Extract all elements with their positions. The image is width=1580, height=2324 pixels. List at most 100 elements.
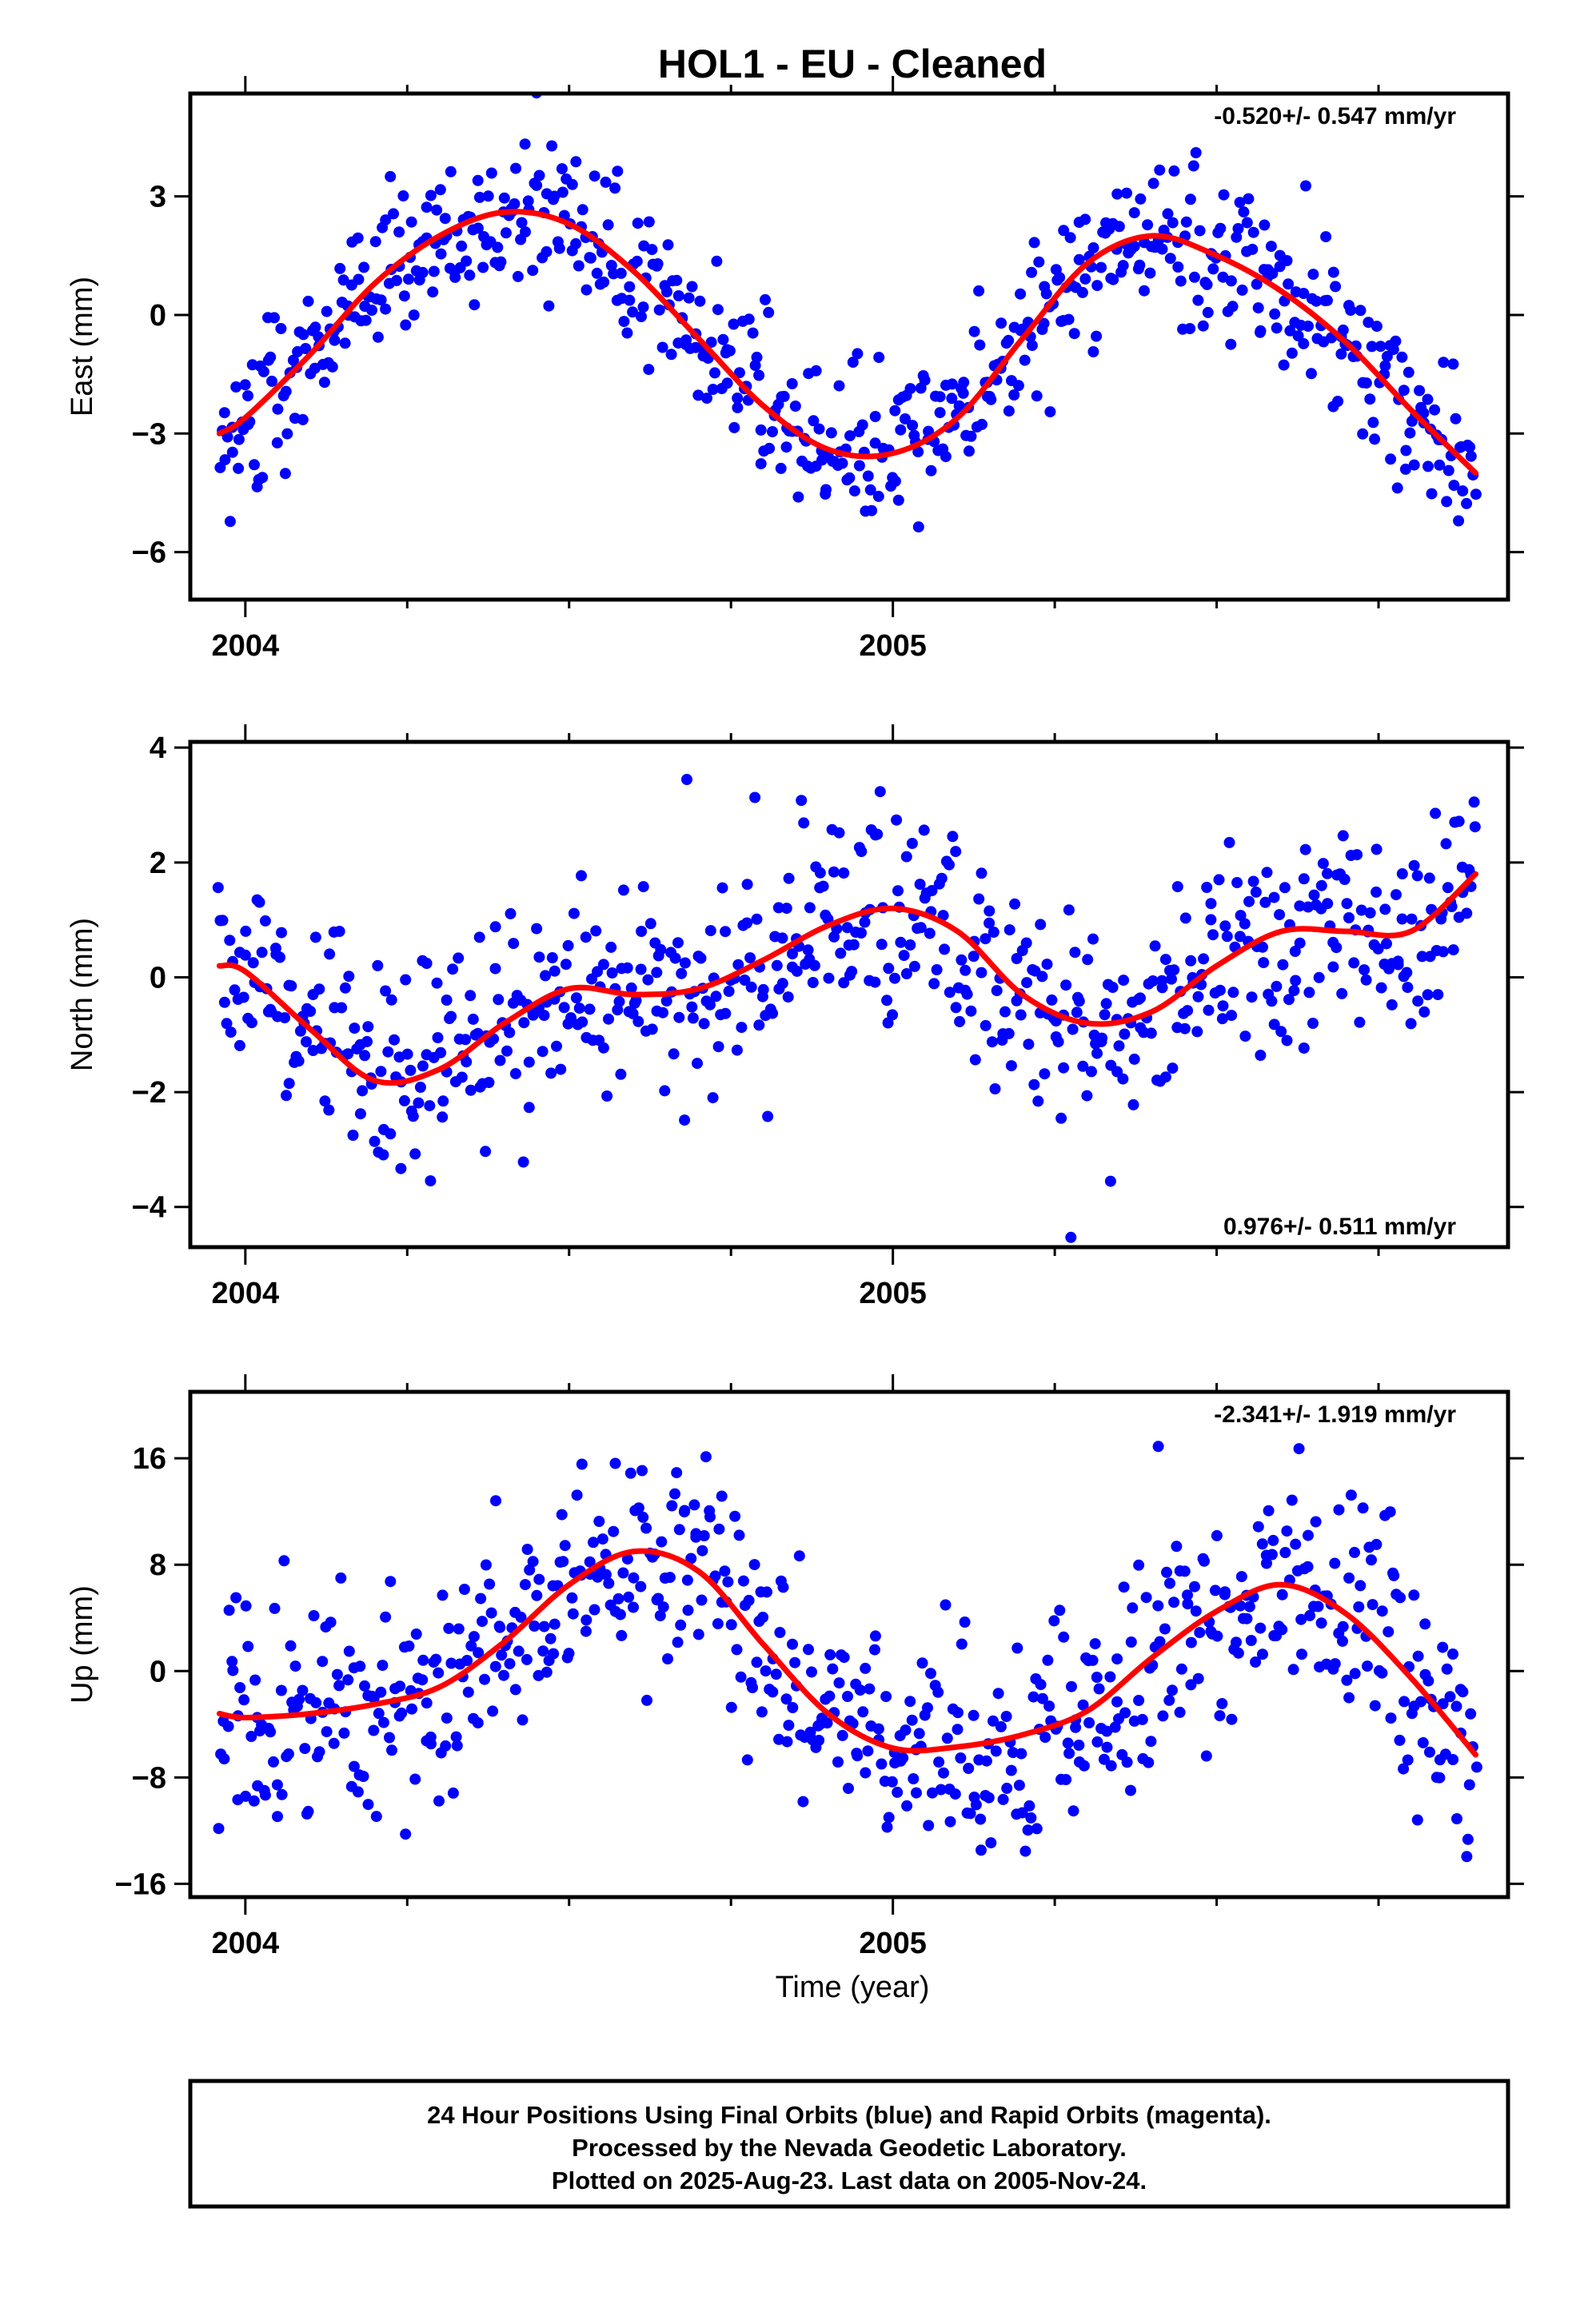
data-point	[461, 255, 473, 267]
data-point	[276, 1788, 288, 1800]
data-point	[755, 458, 767, 470]
data-point	[519, 1579, 531, 1591]
data-point	[732, 401, 744, 413]
up-panel: 2004 2005 −16 −8 0 8 16 Up (mm) -2.341+/- 1.919 …	[66, 1374, 1524, 1960]
data-point	[687, 1012, 699, 1024]
data-point	[1133, 1559, 1145, 1571]
data-point	[1385, 453, 1397, 465]
data-point	[362, 1799, 374, 1811]
data-point	[731, 1644, 743, 1656]
data-point	[533, 951, 545, 963]
data-point	[505, 907, 517, 919]
data-point	[656, 341, 668, 353]
data-point	[1461, 497, 1473, 509]
data-point	[414, 1082, 426, 1093]
data-point	[1411, 1814, 1423, 1826]
data-point	[385, 1128, 397, 1140]
data-point	[1341, 1674, 1353, 1686]
data-point	[531, 1589, 543, 1601]
data-point	[1179, 912, 1191, 924]
data-point	[1189, 1581, 1200, 1593]
data-point	[707, 384, 719, 395]
data-point	[1076, 286, 1088, 298]
north-frame	[188, 739, 1510, 1250]
data-point	[541, 1666, 553, 1678]
data-point	[1457, 485, 1469, 497]
data-point	[1384, 1506, 1396, 1518]
data-point	[1134, 259, 1146, 271]
data-point	[1184, 323, 1196, 334]
data-point	[1268, 891, 1280, 903]
data-point	[562, 939, 574, 951]
east-rate-annotation: -0.520+/- 0.547 mm/yr	[1214, 103, 1456, 130]
data-point	[1159, 1623, 1171, 1635]
data-point	[523, 1056, 535, 1068]
data-point	[323, 1104, 335, 1116]
data-point	[944, 987, 956, 999]
data-point	[1299, 843, 1311, 855]
data-point	[1095, 261, 1107, 273]
data-point	[935, 1784, 947, 1796]
data-point	[398, 290, 410, 302]
data-point	[1031, 1823, 1043, 1835]
data-point	[546, 952, 558, 963]
data-point	[950, 1002, 962, 1014]
data-point	[912, 521, 924, 533]
data-point	[974, 339, 986, 351]
data-point	[447, 963, 459, 975]
data-point	[1412, 995, 1424, 1007]
data-point	[577, 204, 589, 216]
data-point	[480, 1559, 492, 1571]
data-point	[918, 824, 930, 836]
data-point	[398, 1094, 410, 1106]
data-point	[421, 201, 433, 213]
data-point	[1349, 1668, 1361, 1680]
data-point	[1401, 967, 1413, 979]
data-point	[409, 1773, 421, 1785]
data-point	[1281, 1034, 1293, 1046]
data-point	[984, 917, 995, 929]
data-point	[1063, 1748, 1075, 1760]
data-point	[1348, 957, 1360, 969]
data-point	[1450, 1700, 1462, 1712]
data-point	[637, 881, 649, 893]
data-point	[798, 817, 810, 829]
data-point	[1463, 1779, 1475, 1791]
data-point	[844, 472, 856, 484]
data-point	[881, 1821, 893, 1833]
data-point	[461, 1056, 473, 1068]
data-point	[881, 995, 893, 1007]
data-point	[1357, 428, 1369, 440]
data-point	[617, 1567, 629, 1579]
data-point	[405, 1064, 417, 1076]
data-point	[1035, 1679, 1047, 1691]
data-point	[1376, 1667, 1388, 1679]
data-point	[940, 451, 952, 463]
data-point	[1099, 1009, 1111, 1021]
data-point	[1182, 1598, 1194, 1610]
data-point	[1235, 1600, 1247, 1612]
data-point	[1027, 1691, 1039, 1703]
data-point	[652, 1593, 664, 1604]
data-point	[487, 1705, 499, 1717]
data-point	[540, 970, 551, 982]
data-point	[1083, 1717, 1095, 1728]
data-point	[1408, 459, 1420, 471]
data-point	[1329, 1658, 1341, 1670]
data-point	[224, 516, 236, 528]
data-point	[624, 281, 636, 293]
data-point	[498, 1669, 509, 1681]
data-point	[810, 365, 822, 377]
data-point	[772, 902, 784, 914]
data-point	[615, 1068, 627, 1080]
data-point	[1191, 1026, 1203, 1038]
data-point	[1216, 1013, 1228, 1025]
x-tick-label: 2004	[212, 1277, 280, 1310]
data-point	[827, 1663, 839, 1675]
data-point	[407, 1110, 419, 1122]
data-point	[1101, 1741, 1113, 1753]
data-point	[1185, 1679, 1197, 1691]
data-point	[725, 1701, 737, 1713]
data-point	[753, 369, 765, 381]
data-point	[1070, 1721, 1082, 1733]
